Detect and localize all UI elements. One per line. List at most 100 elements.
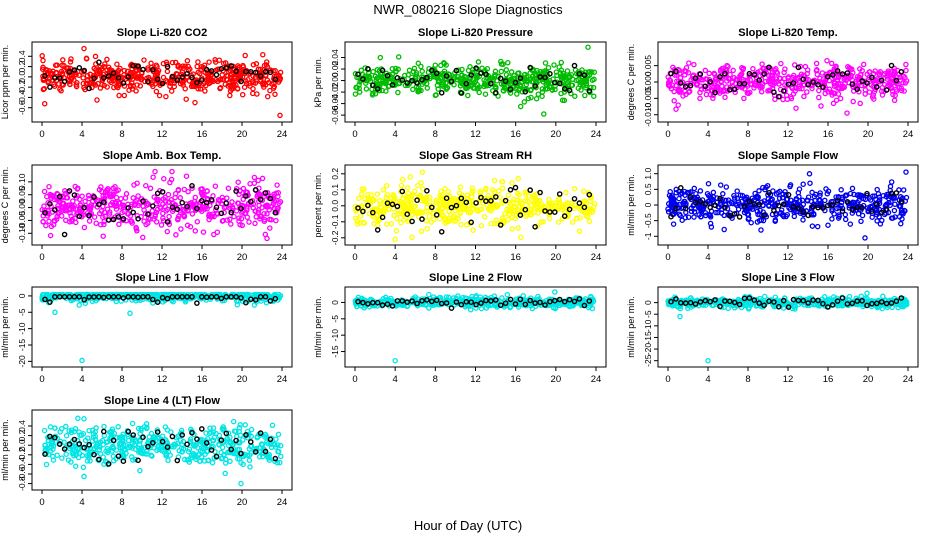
x-tick-label: 0 <box>352 374 357 385</box>
x-tick-label: 20 <box>551 129 562 140</box>
data-point <box>559 60 563 64</box>
data-point <box>819 104 823 108</box>
y-tick-label: -0.2 <box>330 230 340 245</box>
x-tick-label: 24 <box>277 374 288 385</box>
reference-point <box>508 188 512 192</box>
reference-point <box>782 89 786 93</box>
data-points <box>666 170 909 240</box>
panel-title: Slope Li-820 Temp. <box>738 27 837 39</box>
data-point <box>890 180 894 184</box>
data-point <box>54 70 58 74</box>
reference-point <box>53 76 57 80</box>
data-point <box>522 100 526 104</box>
data-point <box>93 54 97 58</box>
data-point <box>706 182 710 186</box>
data-point <box>475 83 479 87</box>
x-tick-label: 24 <box>591 129 602 140</box>
data-point <box>385 222 389 226</box>
data-point <box>228 93 232 97</box>
data-point <box>810 190 814 194</box>
data-point <box>410 235 414 239</box>
data-point <box>516 177 520 181</box>
data-point <box>387 207 391 211</box>
data-point <box>692 63 696 67</box>
reference-point <box>77 66 81 70</box>
data-point <box>830 217 834 221</box>
data-point <box>888 184 892 188</box>
panel-title: Slope Line 1 Flow <box>116 272 209 284</box>
x-tick-label: 4 <box>79 129 84 140</box>
y-tick-label: -0.5 <box>643 213 653 228</box>
data-point <box>529 212 533 216</box>
data-point <box>268 226 272 230</box>
data-point <box>412 66 416 70</box>
x-tick-label: 20 <box>863 374 874 385</box>
y-tick-label: -20 <box>17 355 27 368</box>
reference-point <box>703 84 707 88</box>
data-point <box>81 76 85 80</box>
reference-point <box>440 91 444 95</box>
reference-point <box>440 230 444 234</box>
x-tick-label: 4 <box>393 374 398 385</box>
data-point <box>548 216 552 220</box>
reference-point <box>63 232 67 236</box>
data-point <box>850 186 854 190</box>
data-point <box>752 86 756 90</box>
x-tick-label: 0 <box>39 374 44 385</box>
x-tick-label: 4 <box>79 374 84 385</box>
data-point <box>573 94 577 98</box>
x-tick-label: 8 <box>119 129 124 140</box>
data-point <box>427 293 431 297</box>
data-points <box>40 293 283 363</box>
reference-point <box>528 66 532 70</box>
data-point <box>577 229 581 233</box>
x-tick-label: 16 <box>823 374 834 385</box>
x-tick-label: 12 <box>470 252 481 263</box>
reference-point <box>723 206 727 210</box>
data-point <box>692 186 696 190</box>
data-point <box>166 193 170 197</box>
data-point <box>862 62 866 66</box>
data-point <box>763 80 767 84</box>
data-point <box>385 184 389 188</box>
data-point <box>261 53 265 57</box>
data-point <box>267 81 271 85</box>
outlier-point <box>82 47 86 51</box>
reference-point <box>435 213 439 217</box>
y-tick-label: 1.0 <box>643 168 653 180</box>
data-point <box>674 107 678 111</box>
x-tick-label: 20 <box>237 374 248 385</box>
x-tick-label: 0 <box>352 129 357 140</box>
data-point <box>207 60 211 64</box>
data-point <box>588 200 592 204</box>
reference-point <box>82 68 86 72</box>
data-point <box>677 197 681 201</box>
data-point <box>709 225 713 229</box>
data-point <box>213 184 217 188</box>
data-point <box>402 218 406 222</box>
reference-point <box>175 207 179 211</box>
x-tick-label: 24 <box>277 252 288 263</box>
data-point <box>159 223 163 227</box>
data-point <box>406 186 410 190</box>
data-point <box>161 75 165 79</box>
data-point <box>399 183 403 187</box>
reference-point <box>713 203 717 207</box>
data-point <box>576 86 580 90</box>
outlier-point <box>863 236 867 240</box>
x-tick-label: 20 <box>237 129 248 140</box>
y-tick-label: 0.4 <box>17 50 27 62</box>
data-point <box>434 93 438 97</box>
data-point <box>406 73 410 77</box>
data-point <box>432 217 436 221</box>
data-point <box>68 211 72 215</box>
x-tick-label: 12 <box>470 129 481 140</box>
data-point <box>777 82 781 86</box>
data-point <box>505 293 509 297</box>
data-point <box>845 193 849 197</box>
data-point <box>571 220 575 224</box>
y-tick-label: 0.5 <box>643 183 653 195</box>
data-point <box>564 190 568 194</box>
x-tick-label: 12 <box>157 374 168 385</box>
